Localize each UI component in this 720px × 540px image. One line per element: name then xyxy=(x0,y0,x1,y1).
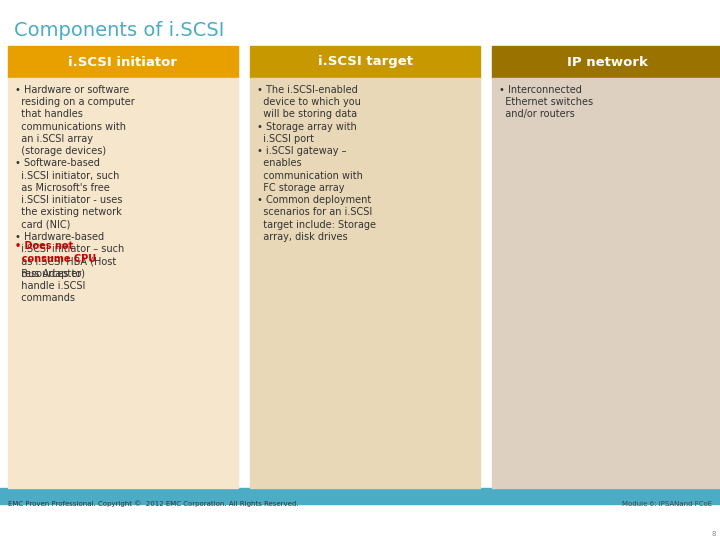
Text: resources to
  handle i.SCSI
  commands: resources to handle i.SCSI commands xyxy=(15,269,86,303)
Text: EMC Proven Professional. Copyright ©  2012 EMC Corporation. All Rights Reserved.: EMC Proven Professional. Copyright © 201… xyxy=(8,501,299,508)
Bar xyxy=(250,78,480,488)
Text: i.SCSI target: i.SCSI target xyxy=(318,56,413,69)
Bar xyxy=(8,78,238,488)
Text: • The i.SCSI-enabled
  device to which you
  will be storing data
• Storage arra: • The i.SCSI-enabled device to which you… xyxy=(257,85,376,242)
Bar xyxy=(250,46,480,78)
Bar xyxy=(492,46,720,78)
Text: 8: 8 xyxy=(711,531,716,537)
Text: IP network: IP network xyxy=(567,56,647,69)
Text: • Hardware or software
  residing on a computer
  that handles
  communications : • Hardware or software residing on a com… xyxy=(15,85,135,279)
Text: • Does not
  consume CPU: • Does not consume CPU xyxy=(15,241,96,264)
Bar xyxy=(492,78,720,488)
Text: • Interconnected
  Ethernet switches
  and/or routers: • Interconnected Ethernet switches and/o… xyxy=(499,85,593,119)
Text: Module 6: IPSANand FCoE: Module 6: IPSANand FCoE xyxy=(622,501,712,507)
Text: Components of i.SCSI: Components of i.SCSI xyxy=(14,21,225,39)
Text: i.SCSI initiator: i.SCSI initiator xyxy=(68,56,178,69)
Bar xyxy=(0,488,720,504)
Bar xyxy=(8,46,238,78)
